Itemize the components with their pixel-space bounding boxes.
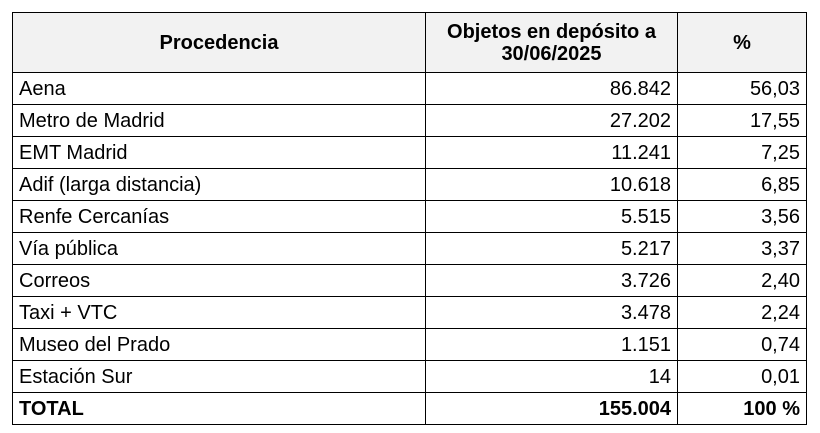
cell: 3,56 [677, 200, 807, 233]
cell: Taxi + VTC [12, 296, 426, 329]
table-row: Museo del Prado 1.151 0,74 [12, 328, 807, 361]
header-row: Procedencia Objetos en depósito a 30/06/2… [12, 12, 807, 73]
data-table: Procedencia Objetos en depósito a 30/06/2… [12, 12, 807, 425]
cell: 14 [425, 360, 678, 393]
table-row: Aena 86.842 56,03 [12, 72, 807, 105]
cell: 5.515 [425, 200, 678, 233]
cell: Adif (larga distancia) [12, 168, 426, 201]
cell: EMT Madrid [12, 136, 426, 169]
table-row: EMT Madrid 11.241 7,25 [12, 136, 807, 169]
cell: 2,24 [677, 296, 807, 329]
cell: 3.726 [425, 264, 678, 297]
cell: 3.478 [425, 296, 678, 329]
table-row: Taxi + VTC 3.478 2,24 [12, 296, 807, 329]
cell: Vía pública [12, 232, 426, 265]
cell: 27.202 [425, 104, 678, 137]
header-cell: Objetos en depósito a 30/06/2025 [425, 12, 678, 73]
cell: 11.241 [425, 136, 678, 169]
header-cell: Procedencia [12, 12, 426, 73]
table-row: Vía pública 5.217 3,37 [12, 232, 807, 265]
cell: 0,74 [677, 328, 807, 361]
cell: TOTAL [12, 392, 426, 425]
cell: 5.217 [425, 232, 678, 265]
table-row: Adif (larga distancia) 10.618 6,85 [12, 168, 807, 201]
header-cell: % [677, 12, 807, 73]
cell: 155.004 [425, 392, 678, 425]
cell: 100 % [677, 392, 807, 425]
cell: Museo del Prado [12, 328, 426, 361]
cell: 6,85 [677, 168, 807, 201]
cell: 17,55 [677, 104, 807, 137]
cell: 2,40 [677, 264, 807, 297]
cell: Correos [12, 264, 426, 297]
cell: 10.618 [425, 168, 678, 201]
table-row: Renfe Cercanías 5.515 3,56 [12, 200, 807, 233]
cell: 3,37 [677, 232, 807, 265]
total-row: TOTAL 155.004 100 % [12, 392, 807, 425]
table-row: Metro de Madrid 27.202 17,55 [12, 104, 807, 137]
cell: Renfe Cercanías [12, 200, 426, 233]
cell: 56,03 [677, 72, 807, 105]
cell: 1.151 [425, 328, 678, 361]
cell: 86.842 [425, 72, 678, 105]
cell: Metro de Madrid [12, 104, 426, 137]
cell: Aena [12, 72, 426, 105]
cell: 0,01 [677, 360, 807, 393]
table-row: Correos 3.726 2,40 [12, 264, 807, 297]
cell: 7,25 [677, 136, 807, 169]
cell: Estación Sur [12, 360, 426, 393]
table-row: Estación Sur 14 0,01 [12, 360, 807, 393]
